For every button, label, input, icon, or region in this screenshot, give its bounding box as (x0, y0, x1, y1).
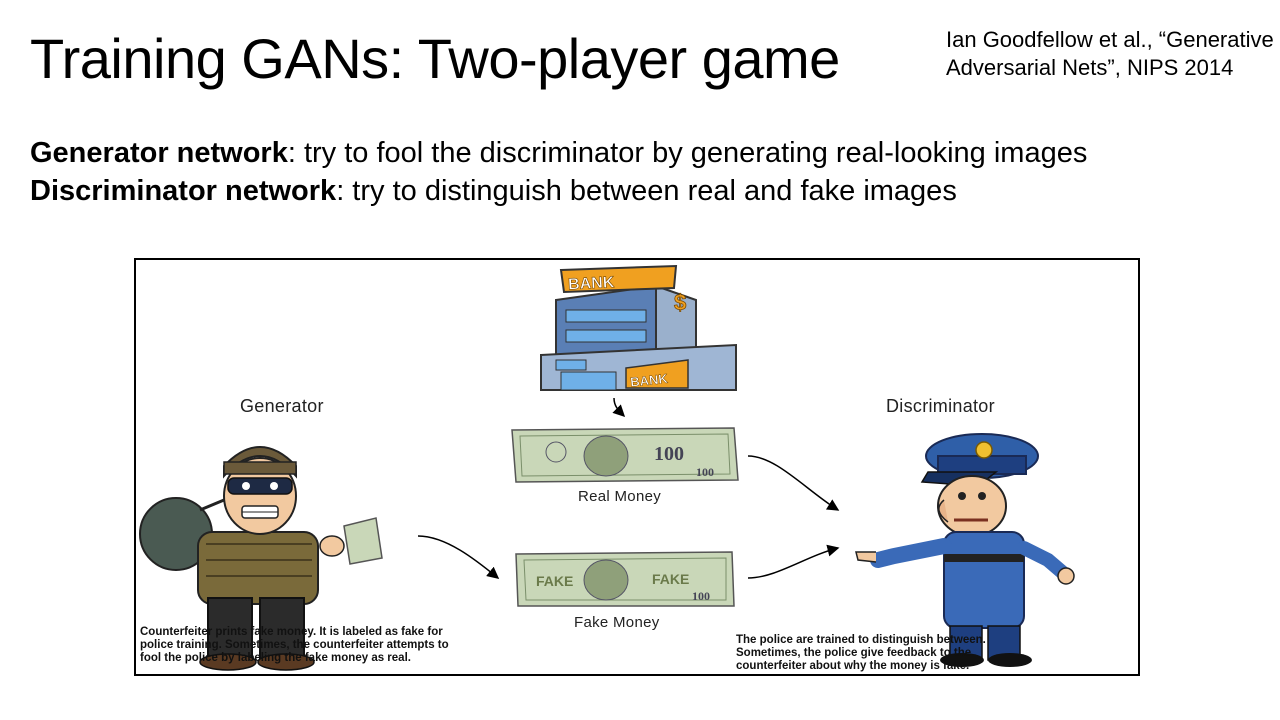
generator-bullet: Generator network: try to fool the discr… (30, 134, 1087, 172)
citation-line-1: Ian Goodfellow et al., “Generative (946, 27, 1274, 52)
gan-analogy-figure: BANK $ BANK 100 100 FAKE FAKE 100 (134, 258, 1140, 676)
real-money-label: Real Money (578, 488, 662, 505)
discriminator-bullet: Discriminator network: try to distinguis… (30, 172, 1087, 210)
bullet-list: Generator network: try to fool the discr… (30, 134, 1087, 210)
svg-text:100: 100 (654, 443, 684, 465)
counterfeiter-caption: Counterfeiter prints fake money. It is l… (140, 626, 449, 664)
bank-building-icon: BANK $ BANK (540, 264, 737, 391)
svg-text:100: 100 (696, 465, 714, 479)
fake-stamp-left: FAKE (536, 573, 573, 589)
fake-stamp-right: FAKE (652, 571, 689, 587)
dollar-sign: $ (674, 290, 686, 315)
real-money-bill: 100 100 (511, 427, 739, 483)
bank-sign: BANK (568, 274, 615, 293)
generator-label: Generator (240, 396, 324, 416)
discriminator-desc: : try to distinguish between real and fa… (336, 175, 957, 207)
svg-text:100: 100 (692, 589, 710, 603)
slide-title: Training GANs: Two-player game (30, 27, 840, 90)
police-caption: The police are trained to distinguish be… (736, 634, 986, 672)
police-officer-icon (855, 433, 1075, 667)
counterfeiter-to-fake-arrow (417, 535, 500, 579)
counterfeiter-icon (139, 446, 383, 671)
real-to-police-arrow (747, 455, 840, 511)
fake-money-bill: FAKE FAKE 100 (515, 551, 735, 607)
citation-line-2: Adversarial Nets”, NIPS 2014 (946, 55, 1234, 80)
fake-to-police-arrow (747, 544, 840, 579)
citation: Ian Goodfellow et al., “Generative Adver… (946, 26, 1274, 82)
bank-sign-lower: BANK (630, 371, 670, 390)
fake-money-label: Fake Money (574, 614, 660, 631)
generator-desc: : try to fool the discriminator by gener… (287, 137, 1088, 169)
figure-artwork: BANK $ BANK 100 100 FAKE FAKE 100 (139, 264, 1075, 671)
generator-term: Generator network (30, 137, 288, 169)
discriminator-label: Discriminator (886, 396, 995, 416)
discriminator-term: Discriminator network (30, 175, 337, 207)
bank-to-real-arrow (612, 397, 626, 418)
